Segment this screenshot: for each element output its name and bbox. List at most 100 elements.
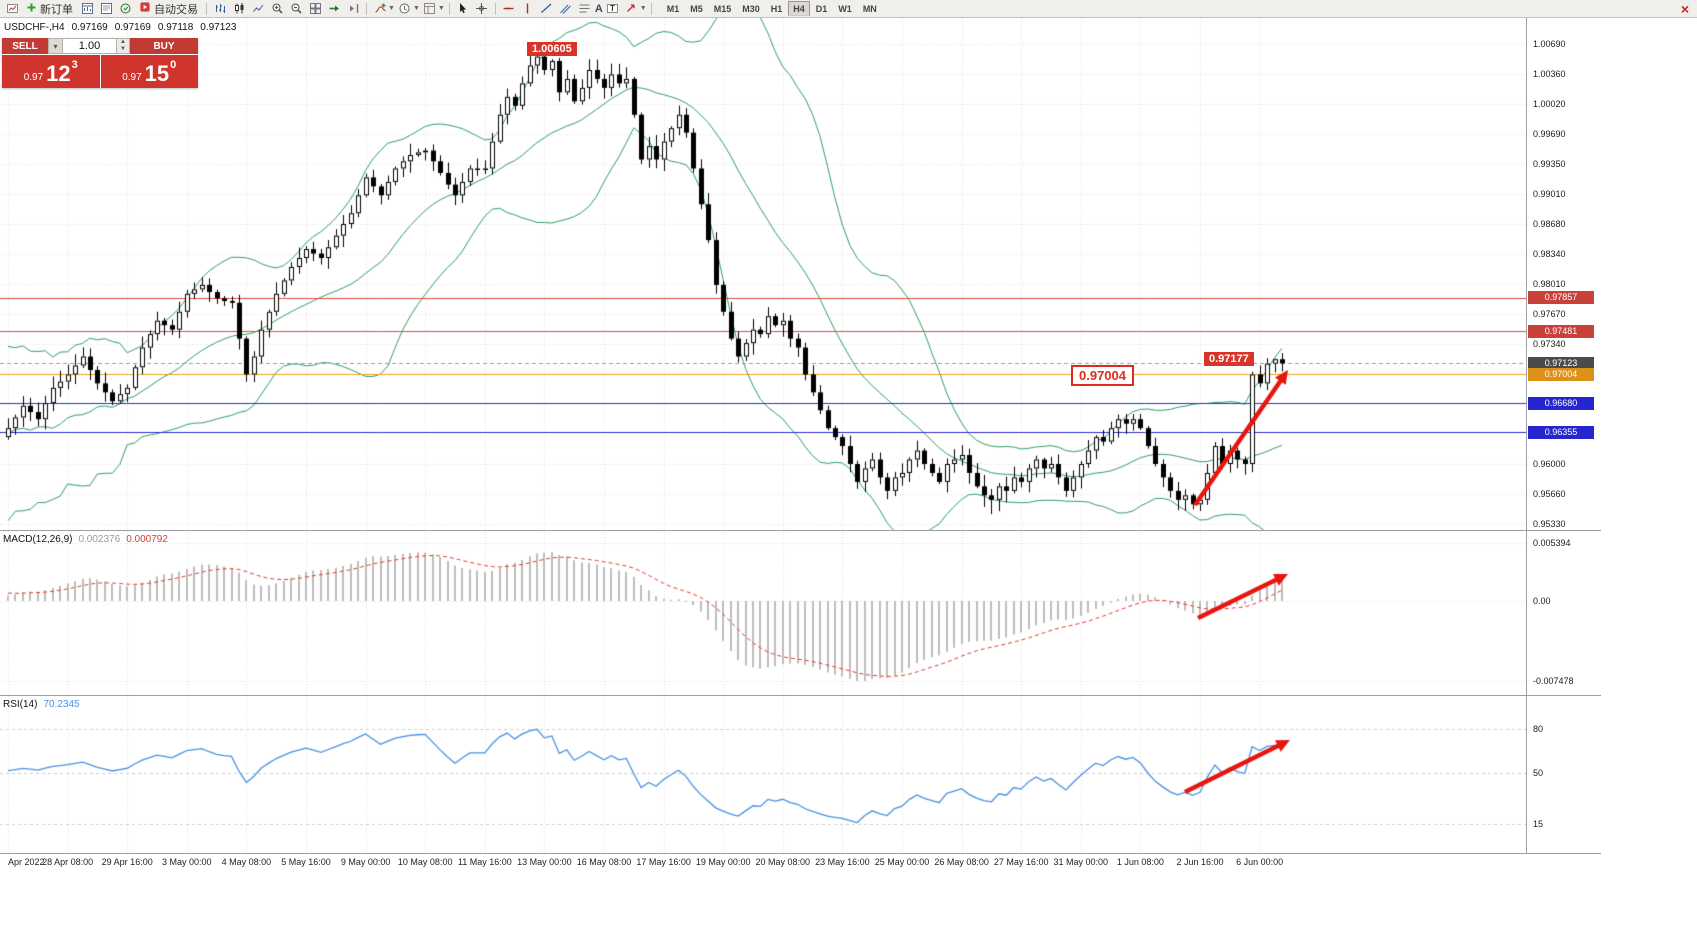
price-axis-label: 0.98680 <box>1533 218 1566 229</box>
price-tag: 0.97004 <box>1528 367 1594 381</box>
vertical-line-icon[interactable] <box>519 1 537 17</box>
tile-windows-icon[interactable] <box>306 1 324 17</box>
zoom-in-icon[interactable] <box>268 1 286 17</box>
data-window-icon[interactable] <box>97 1 115 17</box>
time-axis-label: 28 Apr 08:00 <box>42 857 94 867</box>
buy-price-big: 15 <box>144 61 170 86</box>
high-value: 0.97169 <box>114 22 151 33</box>
horizontal-line-icon[interactable] <box>500 1 518 17</box>
support-price-label[interactable]: 0.97004 <box>1071 365 1134 386</box>
price-tag: 0.97123 <box>1528 356 1594 370</box>
sell-price-pip: 3 <box>71 59 78 71</box>
macd-canvas[interactable] <box>0 531 1526 695</box>
price-axis-label: 0.98340 <box>1533 249 1566 260</box>
buy-price-prefix: 0.97 <box>122 72 142 83</box>
main-toolbar: 新订单 自动交易 ▼ ▼ ▼ A T <box>0 0 1697 18</box>
text-tool-icon[interactable]: A <box>594 2 603 15</box>
high-price-label[interactable]: 1.00605 <box>527 42 577 56</box>
timeframe-D1[interactable]: D1 <box>811 1 833 16</box>
sell-price-button[interactable]: 0.97 12 3 <box>2 55 100 88</box>
autotrading-label: 自动交易 <box>154 3 198 16</box>
chevron-down-icon[interactable]: ▼ <box>639 5 647 12</box>
chevron-down-icon[interactable]: ▼ <box>388 5 395 12</box>
new-order-button[interactable]: 新订单 <box>22 1 77 17</box>
timeframe-M30[interactable]: M30 <box>737 1 765 16</box>
chevron-down-icon[interactable]: ▼ <box>412 5 420 12</box>
rsi-axis-label: 15 <box>1533 819 1544 830</box>
bar-chart-icon[interactable] <box>211 1 229 17</box>
strategy-tester-icon[interactable] <box>116 1 134 17</box>
trend-line-icon[interactable] <box>538 1 556 17</box>
volume-stepper[interactable]: ▲ ▼ <box>117 38 130 54</box>
charts-icon[interactable] <box>78 1 96 17</box>
one-click-trade-panel: SELL ▾ 1.00 ▲ ▼ BUY 0.97 12 3 0.97 15 0 <box>2 38 198 88</box>
plus-icon <box>26 2 37 16</box>
macd-axis[interactable]: 0.005394 0.00 -0.007478 <box>1526 531 1600 695</box>
price-tag: 0.96355 <box>1528 425 1594 439</box>
timeframe-W1[interactable]: W1 <box>833 1 857 16</box>
time-axis-label: 5 May 16:00 <box>281 857 331 867</box>
symbol-info: USDCHF-,H4 0.97169 0.97169 0.97118 0.97123 <box>4 22 243 33</box>
price-tag: 0.96680 <box>1528 396 1594 410</box>
periods-icon[interactable] <box>396 1 414 17</box>
price-axis[interactable]: 1.00690 1.00360 1.00020 0.99690 0.99350 0.990… <box>1526 18 1600 530</box>
rsi-axis[interactable]: 80 50 15 <box>1526 696 1600 853</box>
new-chart-icon[interactable] <box>3 1 21 17</box>
time-axis-label: 26 May 08:00 <box>934 857 989 867</box>
breakout-price-label[interactable]: 0.97177 <box>1204 352 1254 366</box>
autotrading-button[interactable]: 自动交易 <box>135 1 202 17</box>
timeframe-M5[interactable]: M5 <box>685 1 708 16</box>
channel-icon[interactable] <box>557 1 575 17</box>
time-axis-label: 23 May 16:00 <box>815 857 870 867</box>
trade-options-dropdown[interactable]: ▾ <box>48 38 63 54</box>
sell-price-prefix: 0.97 <box>23 72 44 83</box>
chevron-down-icon[interactable]: ▼ <box>437 5 445 12</box>
low-value: 0.97118 <box>157 22 194 33</box>
timeframe-H1[interactable]: H1 <box>766 1 788 16</box>
zoom-out-icon[interactable] <box>287 1 305 17</box>
timeframe-MN[interactable]: MN <box>858 1 882 16</box>
timeframe-H4[interactable]: H4 <box>788 1 810 16</box>
open-value: 0.97169 <box>71 22 108 33</box>
price-axis-label: 0.97670 <box>1533 309 1566 320</box>
templates-icon[interactable] <box>421 1 439 17</box>
cursor-icon[interactable] <box>454 1 472 17</box>
close-icon[interactable]: × <box>1680 0 1689 17</box>
sell-button[interactable]: SELL <box>2 38 48 54</box>
toolbar-separator <box>206 2 207 15</box>
fibonacci-icon[interactable] <box>576 1 594 17</box>
text-label-tool-icon[interactable]: T <box>604 1 622 17</box>
chart-shift-icon[interactable] <box>344 1 362 17</box>
buy-price-pip: 0 <box>170 59 177 71</box>
timeframe-M1[interactable]: M1 <box>662 1 685 16</box>
timeframe-M15[interactable]: M15 <box>709 1 737 16</box>
rsi-panel: 80 50 15 RSI(14) 70.2345 <box>0 696 1601 854</box>
indicators-icon[interactable] <box>371 1 389 17</box>
rsi-canvas[interactable] <box>0 696 1526 853</box>
arrow-objects-icon[interactable] <box>623 1 641 17</box>
time-axis-label: 2 Jun 16:00 <box>1176 857 1224 867</box>
auto-scroll-icon[interactable] <box>325 1 343 17</box>
time-axis-label: 3 May 00:00 <box>162 857 212 867</box>
close-value: 0.97123 <box>200 22 237 33</box>
rsi-axis-label: 50 <box>1533 768 1544 778</box>
symbol-period-label: USDCHF-,H4 <box>4 22 65 33</box>
timeframe-bar: M1 M5 M15 M30 H1 H4 D1 W1 MN <box>662 1 882 16</box>
time-axis[interactable]: Apr 2022 28 Apr 08:00 29 Apr 16:00 3 May 00… <box>0 854 1601 871</box>
buy-price-button[interactable]: 0.97 15 0 <box>100 55 198 88</box>
toolbar-separator <box>650 2 652 15</box>
price-chart-canvas[interactable] <box>0 18 1526 530</box>
candlestick-icon[interactable] <box>230 1 248 17</box>
new-order-label: 新订单 <box>40 3 73 16</box>
stepper-down-icon: ▼ <box>120 46 126 52</box>
price-axis-label: 1.00020 <box>1533 98 1566 109</box>
crosshair-icon[interactable] <box>473 1 491 17</box>
buy-button[interactable]: BUY <box>130 38 198 54</box>
price-axis-label: 0.95330 <box>1533 518 1566 529</box>
line-chart-icon[interactable] <box>249 1 267 17</box>
sell-price-big: 12 <box>46 61 71 86</box>
price-axis-label: 0.97340 <box>1533 338 1566 349</box>
rsi-label: RSI(14) 70.2345 <box>3 699 86 710</box>
volume-input[interactable]: 1.00 <box>63 38 117 54</box>
